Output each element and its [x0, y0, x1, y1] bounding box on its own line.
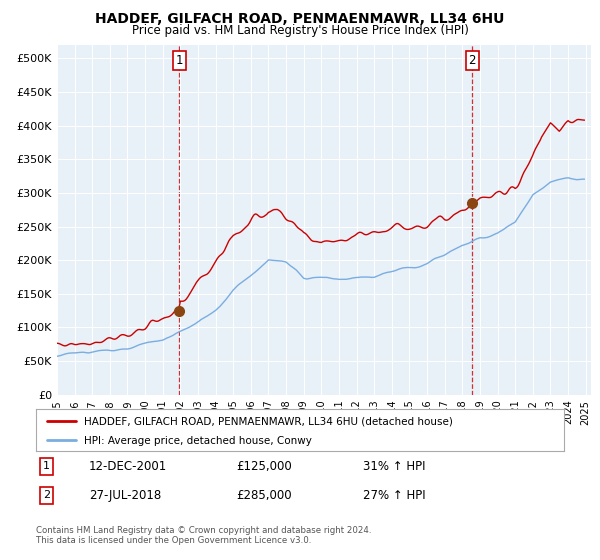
- Text: This data is licensed under the Open Government Licence v3.0.: This data is licensed under the Open Gov…: [36, 536, 311, 545]
- Text: £125,000: £125,000: [236, 460, 292, 473]
- Text: 31% ↑ HPI: 31% ↑ HPI: [364, 460, 426, 473]
- Text: HPI: Average price, detached house, Conwy: HPI: Average price, detached house, Conw…: [83, 436, 311, 446]
- Text: Contains HM Land Registry data © Crown copyright and database right 2024.: Contains HM Land Registry data © Crown c…: [36, 526, 371, 535]
- Text: 2: 2: [43, 491, 50, 501]
- Text: £285,000: £285,000: [236, 489, 292, 502]
- Text: 27-JUL-2018: 27-JUL-2018: [89, 489, 161, 502]
- Text: HADDEF, GILFACH ROAD, PENMAENMAWR, LL34 6HU: HADDEF, GILFACH ROAD, PENMAENMAWR, LL34 …: [95, 12, 505, 26]
- Text: 2: 2: [469, 54, 476, 67]
- Text: 27% ↑ HPI: 27% ↑ HPI: [364, 489, 426, 502]
- Text: HADDEF, GILFACH ROAD, PENMAENMAWR, LL34 6HU (detached house): HADDEF, GILFACH ROAD, PENMAENMAWR, LL34 …: [83, 417, 452, 426]
- Text: 1: 1: [176, 54, 183, 67]
- Text: 1: 1: [43, 461, 50, 472]
- Text: Price paid vs. HM Land Registry's House Price Index (HPI): Price paid vs. HM Land Registry's House …: [131, 24, 469, 37]
- Text: 12-DEC-2001: 12-DEC-2001: [89, 460, 167, 473]
